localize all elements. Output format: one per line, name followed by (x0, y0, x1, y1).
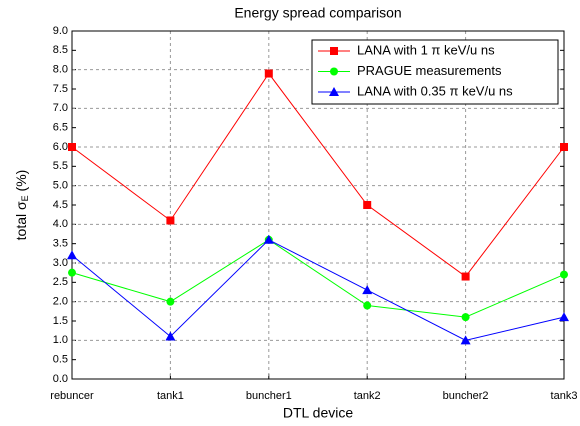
y-tick-label: 0.0 (53, 373, 68, 385)
y-axis-label: total σE (%) (13, 170, 31, 241)
legend-label: PRAGUE measurements (357, 63, 502, 78)
marker (68, 268, 76, 277)
marker (264, 69, 273, 78)
chart-title: Energy spread comparison (234, 5, 401, 21)
x-tick-label: tank3 (551, 390, 578, 402)
y-tick-label: 3.0 (53, 257, 68, 269)
x-tick-label: rebuncer (50, 390, 94, 402)
series-line (71, 239, 565, 318)
marker (166, 297, 175, 306)
marker (560, 270, 568, 279)
y-tick-label: 1.0 (53, 334, 68, 346)
y-tick-label: 4.0 (53, 218, 68, 230)
marker (166, 216, 175, 225)
marker (165, 331, 176, 341)
y-tick-label: 2.0 (53, 296, 68, 308)
marker (559, 312, 569, 322)
y-tick-label: 7.0 (53, 102, 68, 114)
marker (329, 87, 339, 96)
marker (460, 335, 471, 345)
y-label-text: (%) (13, 170, 29, 196)
marker (363, 301, 372, 310)
plot-frame (71, 30, 565, 380)
y-tick-label: 7.5 (53, 83, 68, 95)
y-tick-label: 0.5 (53, 354, 68, 366)
series-line (71, 239, 565, 341)
marker (263, 234, 274, 244)
y-tick-label: 5.5 (53, 160, 68, 172)
y-tick-label: 6.5 (53, 122, 68, 134)
x-axis-label: DTL device (283, 405, 354, 421)
y-label-text: total σ (13, 201, 29, 240)
y-tick-label: 8.0 (53, 64, 68, 76)
marker (560, 143, 568, 151)
x-tick-label: tank2 (354, 390, 381, 402)
marker (461, 313, 470, 322)
y-tick-label: 1.5 (53, 315, 68, 327)
y-tick-label: 9.0 (53, 25, 68, 37)
marker (67, 250, 77, 260)
legend-label: LANA with 0.35 π keV/u ns (357, 83, 513, 98)
series-line (71, 72, 565, 278)
y-tick-label: 5.0 (53, 180, 68, 192)
y-tick-label: 2.5 (53, 276, 68, 288)
marker (68, 143, 76, 151)
x-tick-label: tank1 (157, 390, 184, 402)
marker (330, 47, 338, 55)
y-tick-label: 8.5 (53, 44, 68, 56)
y-label-sub: E (20, 195, 30, 201)
marker (461, 272, 470, 281)
x-tick-label: buncher1 (246, 390, 292, 402)
marker (330, 67, 338, 76)
marker (363, 201, 372, 209)
legend-label: LANA with 1 π keV/u ns (357, 42, 495, 57)
y-tick-label: 3.5 (53, 238, 68, 250)
x-tick-label: buncher2 (443, 390, 489, 402)
y-tick-label: 4.5 (53, 199, 68, 211)
y-tick-label: 6.0 (53, 141, 68, 153)
marker (362, 285, 373, 295)
legend-box (311, 39, 559, 105)
